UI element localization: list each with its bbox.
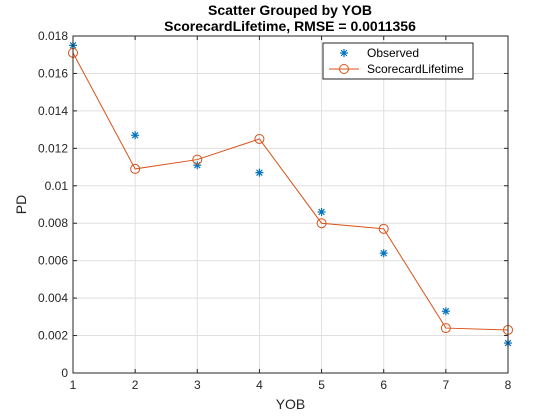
legend-marker xyxy=(339,64,349,74)
legend-item: ScorecardLifetime xyxy=(329,62,464,76)
y-tick-label: 0.002 xyxy=(38,329,68,343)
x-tick-label: 2 xyxy=(132,378,139,392)
legend-label: ScorecardLifetime xyxy=(367,62,464,76)
y-tick-label: 0.006 xyxy=(38,254,68,268)
axis-ticks: 1 2 3 4 5 6 7 8 0 0.002 0.004 0.006 0.008 0.01 0.012 0.… xyxy=(38,29,512,392)
data-point xyxy=(193,161,202,170)
x-tick-label: 3 xyxy=(194,378,201,392)
y-tick-label: 0.014 xyxy=(38,104,68,118)
y-axis-label: PD xyxy=(13,195,29,214)
data-point xyxy=(441,307,450,316)
legend-label: Observed xyxy=(367,46,419,60)
legend-box xyxy=(322,42,474,80)
chart-subtitle: ScorecardLifetime, RMSE = 0.0011356 xyxy=(164,18,416,34)
data-point xyxy=(130,163,141,174)
y-tick-label: 0.01 xyxy=(45,179,69,193)
data-point xyxy=(440,323,451,334)
x-tick-label: 6 xyxy=(380,378,387,392)
legend-item: Observed xyxy=(340,46,419,60)
x-tick-label: 5 xyxy=(318,378,325,392)
x-axis-label: YOB xyxy=(276,396,306,412)
series-layer xyxy=(68,41,513,348)
y-tick-label: 0 xyxy=(61,366,68,380)
data-point xyxy=(379,249,388,258)
data-point xyxy=(255,168,264,177)
series-observed xyxy=(69,41,512,348)
axes-box xyxy=(72,35,509,374)
chart-title: Scatter Grouped by YOB xyxy=(208,2,372,18)
data-point xyxy=(378,223,389,234)
data-point xyxy=(317,207,326,216)
x-tick-label: 4 xyxy=(256,378,263,392)
data-point xyxy=(131,131,140,140)
y-tick-label: 0.008 xyxy=(38,216,68,230)
x-tick-label: 7 xyxy=(443,378,450,392)
data-point xyxy=(254,133,265,144)
legend: Observed ScorecardLifetime xyxy=(322,42,474,80)
data-point xyxy=(192,154,203,165)
legend-marker xyxy=(340,49,348,57)
x-tick-label: 8 xyxy=(505,378,512,392)
y-tick-label: 0.004 xyxy=(38,291,68,305)
series-line xyxy=(72,52,509,331)
y-tick-label: 0.016 xyxy=(38,66,68,80)
y-tick-label: 0.012 xyxy=(38,141,68,155)
y-tick-label: 0.018 xyxy=(38,29,68,43)
data-point xyxy=(316,218,327,229)
x-tick-label: 1 xyxy=(70,378,77,392)
